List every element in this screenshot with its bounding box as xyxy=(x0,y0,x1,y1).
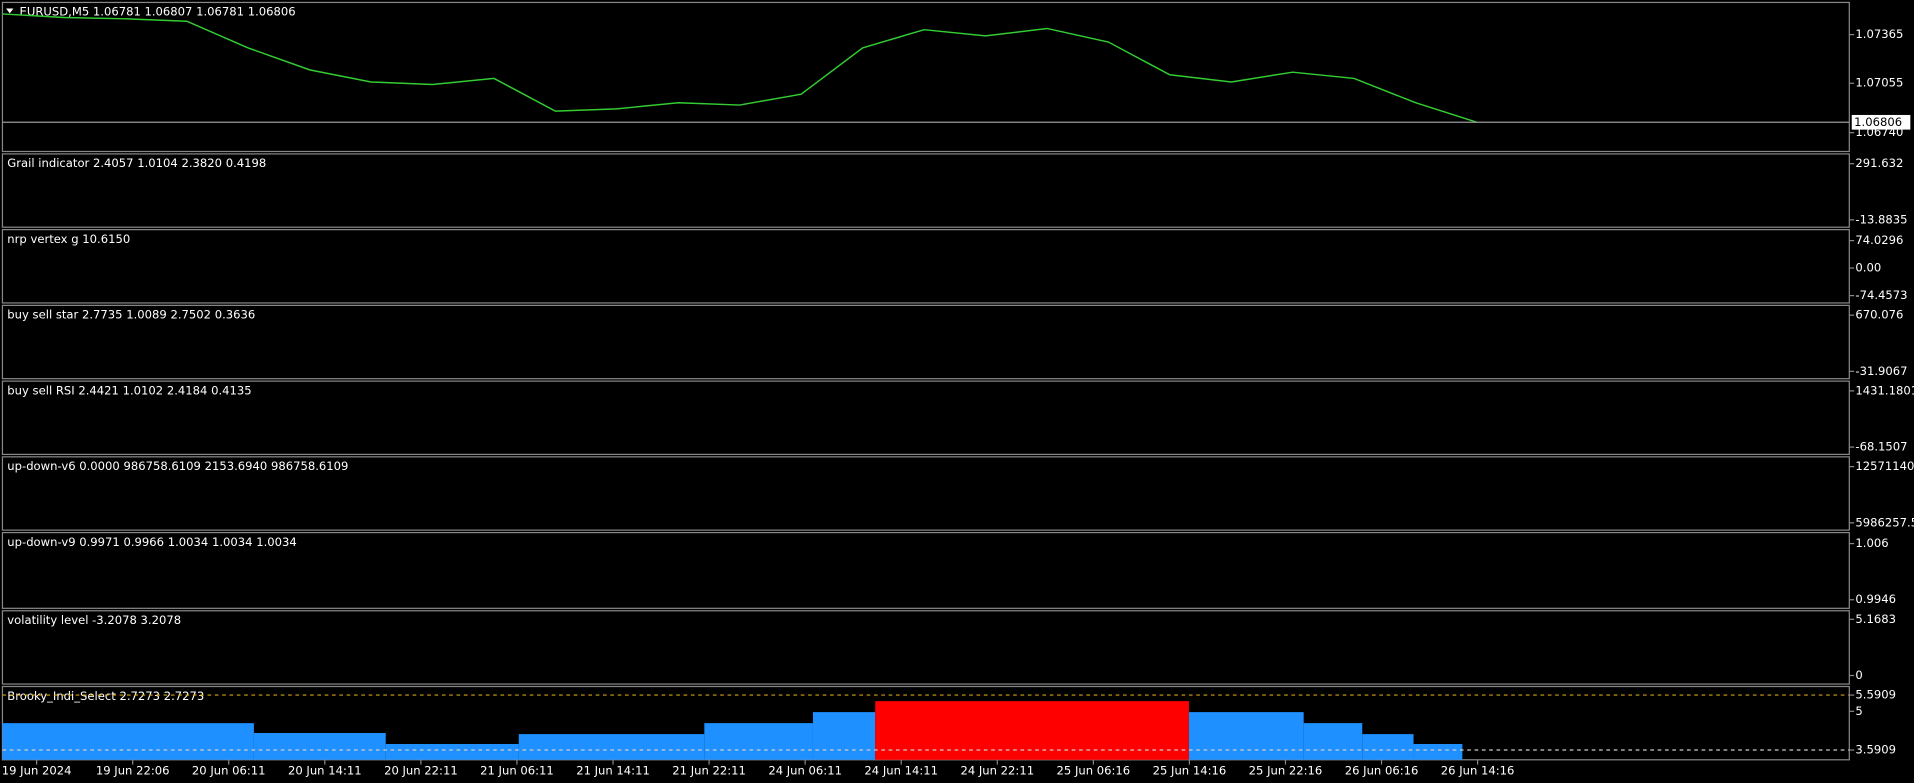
panel-title: nrp vertex g 10.6150 xyxy=(7,232,130,246)
step-bar xyxy=(1188,712,1304,760)
panel-frame xyxy=(1,304,1850,380)
time-label: 20 Jun 06:11 xyxy=(192,763,266,777)
time-label: 24 Jun 06:11 xyxy=(768,763,842,777)
y-tick-label: 0 xyxy=(1855,668,1862,682)
panel-frame xyxy=(1,229,1850,304)
time-label: 24 Jun 14:11 xyxy=(864,763,938,777)
y-tick-label: -68.1507 xyxy=(1855,440,1907,454)
time-label: 25 Jun 22:16 xyxy=(1249,763,1323,777)
y-tick-label: 125711409 xyxy=(1855,459,1914,473)
step-bar xyxy=(2,723,254,760)
time-label: 24 Jun 22:11 xyxy=(960,763,1034,777)
y-tick-label: 0.9946 xyxy=(1855,592,1896,606)
y-tick-label: 1.07055 xyxy=(1855,76,1903,90)
step-bar xyxy=(812,712,876,760)
panel-title: EURUSD,M5 1.06781 1.06807 1.06781 1.0680… xyxy=(20,5,296,19)
y-tick-label: 670.076 xyxy=(1855,308,1903,322)
y-tick-label: -31.9067 xyxy=(1855,364,1907,378)
y-tick-label: -13.8835 xyxy=(1855,212,1907,226)
time-label: 20 Jun 14:11 xyxy=(288,763,362,777)
panel-title: up-down-v6 0.0000 986758.6109 2153.6940 … xyxy=(7,459,348,473)
panel-title: volatility level -3.2078 3.2078 xyxy=(7,613,181,627)
panel-title: Brooky_Indi_Select 2.7273 2.7273 xyxy=(7,689,204,703)
y-tick-label: 1.006 xyxy=(1855,536,1888,550)
y-tick-label: 3.5909 xyxy=(1855,743,1896,757)
price-line xyxy=(2,13,1478,123)
time-label: 26 Jun 06:16 xyxy=(1345,763,1419,777)
step-bar xyxy=(1303,723,1363,760)
y-tick-label: 5.5909 xyxy=(1855,688,1896,702)
time-label: 20 Jun 22:11 xyxy=(384,763,458,777)
time-label: 21 Jun 06:11 xyxy=(480,763,554,777)
y-tick-label: 5.1683 xyxy=(1855,612,1896,626)
panel-title: buy sell star 2.7735 1.0089 2.7502 0.363… xyxy=(7,308,255,322)
time-label: 25 Jun 14:16 xyxy=(1153,763,1227,777)
panel-frame xyxy=(1,610,1850,685)
panel-title: Grail indicator 2.4057 1.0104 2.3820 0.4… xyxy=(7,156,266,170)
time-label: 25 Jun 06:16 xyxy=(1057,763,1131,777)
step-bar xyxy=(253,732,386,760)
time-label: 21 Jun 22:11 xyxy=(672,763,746,777)
y-tick-label: 1.07365 xyxy=(1855,27,1903,41)
last-price-box xyxy=(1851,114,1911,130)
y-tick-label: 0.00 xyxy=(1855,261,1881,275)
panel-title: buy sell RSI 2.4421 1.0102 2.4184 0.4135 xyxy=(7,383,251,397)
panel-frame xyxy=(1,380,1850,456)
step-bar xyxy=(1362,734,1414,760)
time-label: 19 Jun 2024 xyxy=(2,763,72,777)
panel-frame xyxy=(1,456,1850,531)
panel-frame xyxy=(1,531,1850,609)
time-label: 26 Jun 14:16 xyxy=(1441,763,1515,777)
time-label: 21 Jun 14:11 xyxy=(576,763,650,777)
y-tick-label: 5986257.5 xyxy=(1855,515,1914,529)
time-label: 19 Jun 22:06 xyxy=(96,763,170,777)
step-bar xyxy=(704,723,813,760)
step-bar xyxy=(875,701,1189,760)
y-tick-label: 5 xyxy=(1855,704,1862,718)
y-tick-label: 291.632 xyxy=(1855,156,1903,170)
y-tick-label: 1431.1801 xyxy=(1855,383,1914,397)
panel-frame xyxy=(1,1,1850,153)
step-bar xyxy=(385,743,519,760)
y-tick-label: -74.4573 xyxy=(1855,288,1907,302)
menu-triangle xyxy=(6,8,14,14)
step-bar xyxy=(1413,743,1463,760)
step-bar xyxy=(518,734,705,760)
panel-title: up-down-v9 0.9971 0.9966 1.0034 1.0034 1… xyxy=(7,535,296,549)
y-tick-label: 74.0296 xyxy=(1855,233,1903,247)
last-price-label: 1.06806 xyxy=(1854,115,1902,129)
panel-frame xyxy=(1,153,1850,228)
